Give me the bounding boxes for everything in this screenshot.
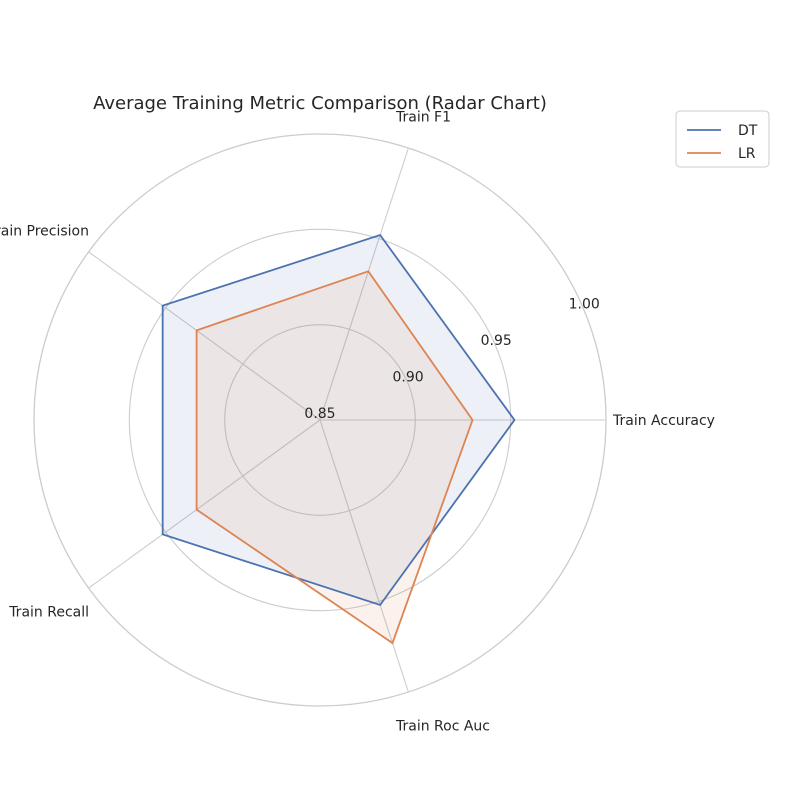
r-tick-label: 0.85 <box>304 406 335 422</box>
category-label: Train Accuracy <box>612 413 715 429</box>
series-area-lr <box>196 271 473 644</box>
grid-spoke <box>88 251 321 421</box>
grid-spoke <box>319 147 409 421</box>
series-area-dt <box>162 235 515 605</box>
category-label: Train F1 <box>395 109 451 125</box>
r-tick-label: 0.95 <box>481 333 512 349</box>
legend-label-lr: LR <box>738 146 756 162</box>
grid-spoke <box>319 419 409 693</box>
radar-grid <box>33 133 607 707</box>
category-label: Train Roc Auc <box>395 719 490 735</box>
r-tick-label: 1.00 <box>569 297 600 313</box>
grid-spoke <box>88 419 321 589</box>
legend: DT LR <box>675 110 770 168</box>
r-tick-label: 0.90 <box>393 370 424 386</box>
radar-series-layer <box>161 233 516 645</box>
category-label: Train Precision <box>0 223 89 239</box>
series-line-dt <box>161 233 516 607</box>
category-label: Train Recall <box>8 605 89 621</box>
radar-labels: Train Accuracy Train F1 Train Precision Tra… <box>0 109 715 734</box>
chart-title: Average Training Metric Comparison (Rada… <box>93 93 547 114</box>
series-line-lr <box>195 270 474 645</box>
legend-label-dt: DT <box>738 123 758 139</box>
